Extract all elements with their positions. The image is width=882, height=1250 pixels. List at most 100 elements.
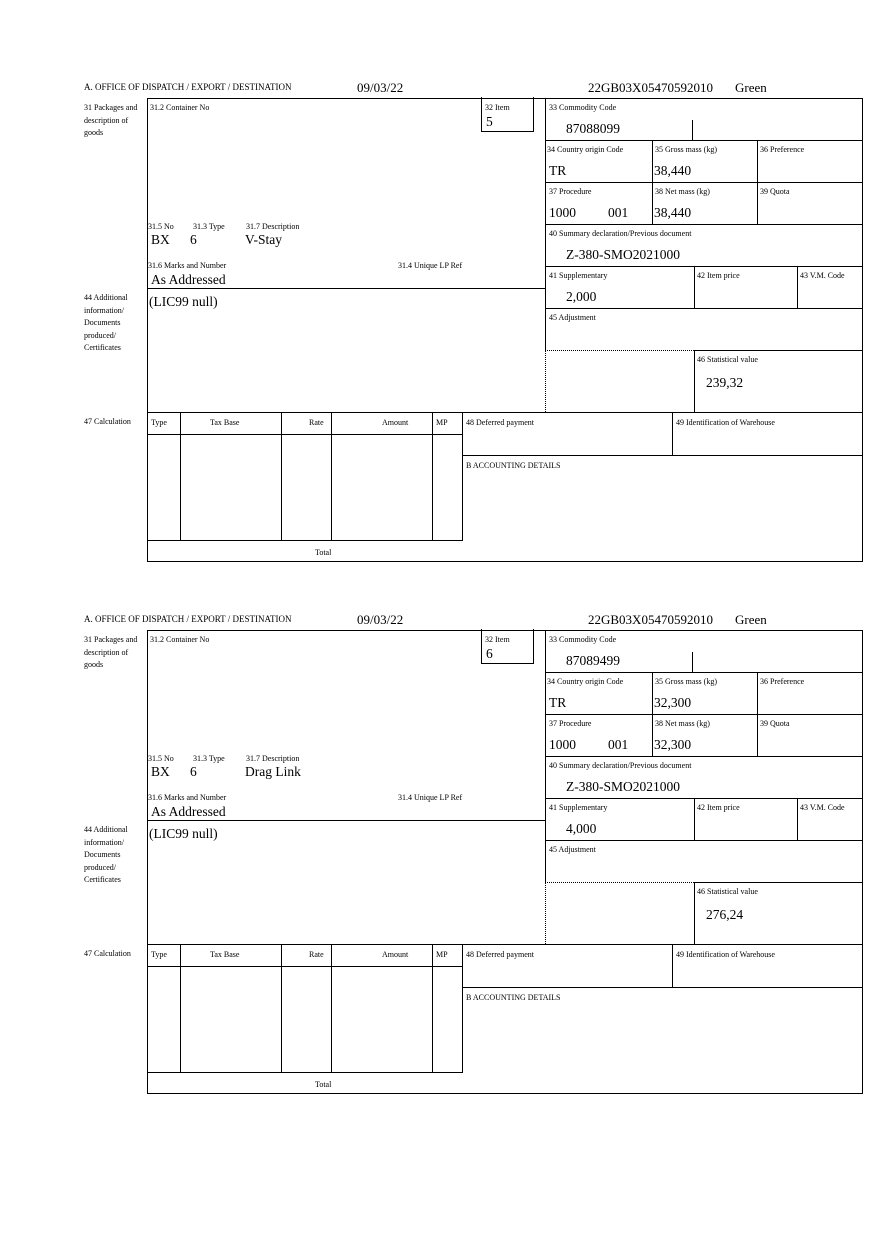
divider — [694, 882, 695, 944]
statistical-value: 276,24 — [706, 907, 744, 922]
adjustment-label: 45 Adjustment — [549, 845, 596, 854]
gross-label: 35 Gross mass (kg) — [655, 145, 717, 154]
commodity-label: 33 Commodity Code — [549, 635, 617, 644]
supplementary-label: 41 Supplementary — [549, 803, 608, 812]
procedure-label: 37 Procedure — [549, 187, 592, 196]
divider — [545, 672, 863, 673]
additional-info-label: 44 Additional information/ Documents pro… — [84, 293, 128, 352]
packages-label: 31 Packages and description of goods — [84, 103, 138, 137]
summary-value: Z-380-SMO2021000 — [566, 247, 680, 262]
divider — [462, 987, 863, 988]
gross-value: 38,440 — [654, 163, 692, 178]
accounting-label: B ACCOUNTING DETAILS — [466, 993, 561, 1002]
country-label: 34 Country origin Code — [547, 677, 624, 686]
col-amount: Amount — [382, 950, 409, 959]
gross-value: 32,300 — [654, 695, 692, 710]
date: 09/03/22 — [357, 612, 404, 627]
divider — [147, 288, 545, 289]
pkg-kind-value: BX — [151, 764, 170, 779]
col-mp: MP — [436, 418, 448, 427]
divider — [694, 350, 863, 351]
divider — [672, 412, 673, 455]
divider — [797, 798, 798, 840]
pkg-no-label: 31.5 No — [148, 754, 174, 763]
divider — [545, 140, 863, 141]
description-value: Drag Link — [245, 764, 301, 779]
total-label: Total — [315, 548, 332, 557]
divider — [331, 412, 332, 540]
vm-code-label: 43 V.M. Code — [800, 271, 845, 280]
net-value: 32,300 — [654, 737, 692, 752]
divider — [694, 266, 695, 308]
divider — [797, 266, 798, 308]
declaration-form: A. OFFICE OF DISPATCH / EXPORT / DESTINA… — [0, 612, 882, 1112]
divider — [545, 840, 863, 841]
divider — [545, 350, 546, 412]
divider — [147, 540, 462, 541]
divider — [672, 944, 673, 987]
adjustment-label: 45 Adjustment — [549, 313, 596, 322]
warehouse-label: 49 Identification of Warehouse — [676, 418, 775, 427]
divider — [545, 224, 863, 225]
form-frame — [147, 98, 863, 562]
additional-info-value: (LIC99 null) — [149, 294, 218, 309]
accounting-label: B ACCOUNTING DETAILS — [466, 461, 561, 470]
unique-ref-label: 31.4 Unique LP Ref — [398, 261, 463, 270]
divider — [147, 966, 462, 967]
pkg-kind-value: BX — [151, 232, 170, 247]
divider — [545, 350, 694, 351]
quota-label: 39 Quota — [760, 719, 790, 728]
office-heading: A. OFFICE OF DISPATCH / EXPORT / DESTINA… — [84, 82, 292, 92]
vm-code-label: 43 V.M. Code — [800, 803, 845, 812]
divider — [331, 944, 332, 1072]
pkg-type-label: 31.3 Type — [193, 222, 225, 231]
statistical-value: 239,32 — [706, 375, 744, 390]
divider — [545, 714, 863, 715]
statistical-label: 46 Statistical value — [697, 355, 758, 364]
total-label: Total — [315, 1080, 332, 1089]
divider — [545, 756, 863, 757]
divider — [147, 944, 863, 945]
divider — [432, 944, 433, 1072]
procedure-add-value: 001 — [608, 205, 629, 220]
divider — [180, 412, 181, 540]
date: 09/03/22 — [357, 80, 404, 95]
pkg-count-value: 6 — [190, 232, 197, 247]
route-colour: Green — [735, 612, 767, 627]
procedure-label: 37 Procedure — [549, 719, 592, 728]
deferred-label: 48 Deferred payment — [466, 418, 534, 427]
reference-number: 22GB03X05470592010 — [588, 612, 713, 627]
quota-label: 39 Quota — [760, 187, 790, 196]
procedure-value: 1000 — [549, 737, 576, 752]
packages-label: 31 Packages and description of goods — [84, 635, 138, 669]
divider — [692, 120, 693, 140]
item-box — [481, 629, 534, 664]
summary-value: Z-380-SMO2021000 — [566, 779, 680, 794]
country-label: 34 Country origin Code — [547, 145, 624, 154]
divider — [757, 672, 758, 756]
net-label: 38 Net mass (kg) — [655, 719, 710, 728]
marks-value: As Addressed — [151, 272, 226, 287]
net-value: 38,440 — [654, 205, 692, 220]
container-label: 31.2 Container No — [150, 103, 210, 112]
col-type: Type — [151, 418, 167, 427]
divider — [462, 412, 463, 541]
supplementary-value: 2,000 — [566, 289, 597, 304]
divider — [652, 140, 653, 224]
gross-label: 35 Gross mass (kg) — [655, 677, 717, 686]
country-value: TR — [549, 163, 567, 178]
container-label: 31.2 Container No — [150, 635, 210, 644]
description-label: 31.7 Description — [246, 754, 300, 763]
description-value: V-Stay — [245, 232, 283, 247]
col-mp: MP — [436, 950, 448, 959]
description-label: 31.7 Description — [246, 222, 300, 231]
divider — [545, 798, 863, 799]
marks-value: As Addressed — [151, 804, 226, 819]
item-price-label: 42 Item price — [697, 271, 740, 280]
divider — [180, 944, 181, 1072]
reference-number: 22GB03X05470592010 — [588, 80, 713, 95]
statistical-label: 46 Statistical value — [697, 887, 758, 896]
preference-label: 36 Preference — [760, 677, 805, 686]
item-price-label: 42 Item price — [697, 803, 740, 812]
supplementary-value: 4,000 — [566, 821, 597, 836]
